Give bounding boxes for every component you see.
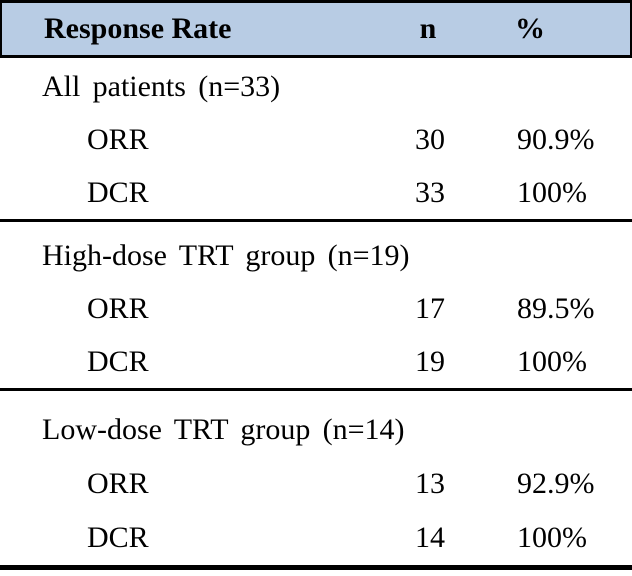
row-orr: ORR 13 92.9% xyxy=(0,457,632,511)
cell-n: 19 xyxy=(415,344,445,378)
row-dcr: DCR 14 100% xyxy=(0,511,632,565)
cell-label: ORR xyxy=(87,291,149,325)
cell-pct: 100% xyxy=(517,175,587,209)
header-cell-response-rate: Response Rate xyxy=(44,12,232,45)
cell-pct: 89.5% xyxy=(517,291,595,325)
cell-n: 30 xyxy=(415,122,445,156)
section-high-dose-trt: High-dose TRT group (n=19) ORR 17 89.5% … xyxy=(0,222,632,391)
row-dcr: DCR 19 100% xyxy=(0,335,632,388)
group-label: Low-dose TRT group (n=14) xyxy=(42,413,405,446)
cell-n: 14 xyxy=(415,521,445,554)
cell-label: DCR xyxy=(87,344,149,378)
cell-pct: 100% xyxy=(517,344,587,378)
row-orr: ORR 30 90.9% xyxy=(0,113,632,166)
cell-label: ORR xyxy=(87,467,149,500)
group-row-high-dose: High-dose TRT group (n=19) xyxy=(0,229,632,282)
header-cell-n: n xyxy=(419,12,437,45)
row-orr: ORR 17 89.5% xyxy=(0,282,632,335)
group-label: High-dose TRT group (n=19) xyxy=(42,238,410,272)
group-row-low-dose: Low-dose TRT group (n=14) xyxy=(0,403,632,457)
cell-pct: 100% xyxy=(517,521,587,554)
cell-n: 13 xyxy=(415,467,445,500)
row-dcr: DCR 33 100% xyxy=(0,166,632,219)
section-low-dose-trt: Low-dose TRT group (n=14) ORR 13 92.9% D… xyxy=(0,391,632,570)
header-cell-percent: % xyxy=(515,12,545,45)
cell-label: ORR xyxy=(87,122,149,156)
cell-pct: 92.9% xyxy=(517,467,595,500)
group-label: All patients (n=33) xyxy=(42,69,281,103)
cell-label: DCR xyxy=(87,521,149,554)
table-header-row: Response Rate n % xyxy=(0,0,632,58)
cell-n: 17 xyxy=(415,291,445,325)
cell-n: 33 xyxy=(415,175,445,209)
cell-pct: 90.9% xyxy=(517,122,595,156)
cell-label: DCR xyxy=(87,175,149,209)
group-row-all-patients: All patients (n=33) xyxy=(0,60,632,113)
section-all-patients: All patients (n=33) ORR 30 90.9% DCR 33 … xyxy=(0,58,632,222)
